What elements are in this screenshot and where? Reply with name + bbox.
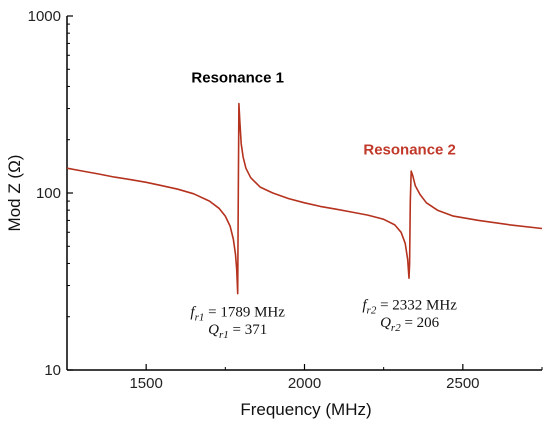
y-tick-label: 10 [44,362,61,379]
y-tick-label: 1000 [28,8,61,25]
impedance-series-line [66,102,543,295]
resonance-parameter-label: fr2 = 2332 MHz [362,297,457,316]
x-tick-label: 2000 [288,375,321,392]
resonance-parameter-label: Qr2 = 206 [380,315,440,334]
x-tick-label: 2500 [446,375,479,392]
resonance-label: Resonance 2 [363,142,456,159]
resonance-parameter-label: fr1 = 1789 MHz [190,305,285,324]
x-axis-title: Frequency (MHz) [240,400,371,419]
x-tick-label: 1500 [129,375,162,392]
resonance-parameter-label: Qr1 = 371 [208,322,267,341]
y-tick-label: 100 [36,185,61,202]
y-axis-title: Mod Z (Ω) [5,155,24,232]
resonance-label: Resonance 1 [191,70,284,87]
